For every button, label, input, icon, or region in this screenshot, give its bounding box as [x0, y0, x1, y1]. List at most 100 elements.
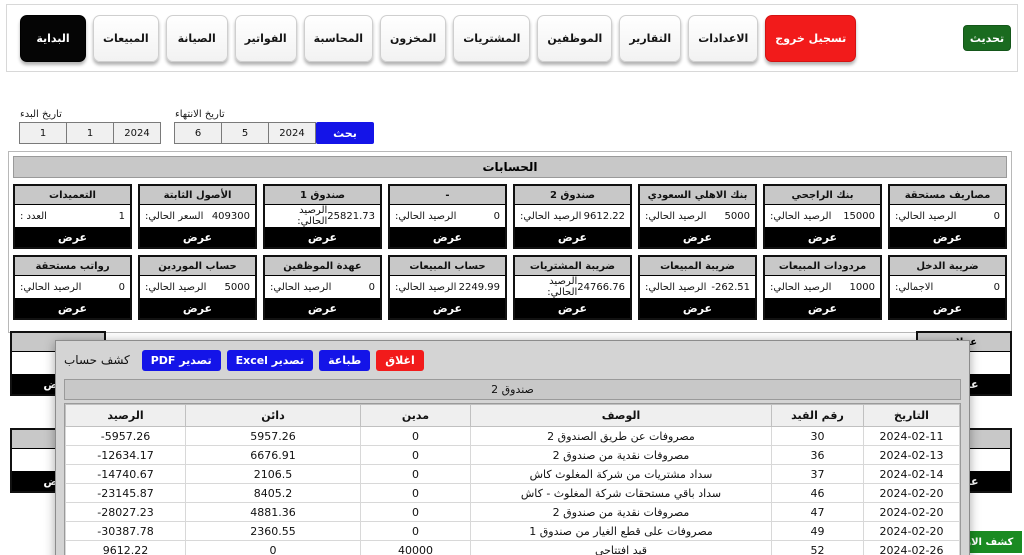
account-card-title: مصاريف مستحقة — [890, 186, 1005, 205]
start-date-fields: 1 1 2024 — [19, 122, 161, 144]
end-day-input[interactable]: 6 — [174, 122, 222, 144]
statement-row[interactable]: 2024-02-13 36 مصروفات نقدية من صندوق 2 0 667… — [65, 445, 960, 465]
start-year-input[interactable]: 2024 — [113, 122, 161, 144]
account-card-title: ضريبة الدخل — [890, 257, 1005, 276]
account-view-button[interactable]: عرض — [265, 298, 380, 318]
statement-cell-debit: 40000 — [360, 540, 471, 555]
account-card-title: صندوق 1 — [265, 186, 380, 205]
statement-column-header: مدين — [360, 404, 471, 427]
account-view-button[interactable]: عرض — [390, 298, 505, 318]
accounts-panel-title: الحسابات — [13, 156, 1007, 178]
nav-button-1[interactable]: المبيعات — [93, 14, 159, 62]
account-view-button[interactable]: عرض — [390, 227, 505, 247]
statement-cell-desc: سداد باقي مستحقات شركة المغلوث - كاش — [470, 483, 772, 503]
account-card-title: بنك الراجحي — [765, 186, 880, 205]
account-view-button[interactable]: عرض — [515, 227, 630, 247]
end-date-group: تاريخ الانتهاء 6 5 2024 — [174, 109, 316, 144]
account-view-button[interactable]: عرض — [265, 227, 380, 247]
statement-row[interactable]: 2024-02-20 47 مصروفات نقدية من صندوق 2 0 488… — [65, 502, 960, 522]
statement-cell-balance: -14740.67 — [65, 464, 186, 484]
statement-row[interactable]: 2024-02-20 46 سداد باقي مستحقات شركة المغل… — [65, 483, 960, 503]
account-card-value: 24766.76 — [577, 281, 625, 293]
account-card-value: 1 — [118, 210, 125, 222]
statement-row[interactable]: 2024-02-20 49 مصروفات على قطع الغيار من صن… — [65, 521, 960, 541]
account-card-value: 9612.22 — [583, 210, 625, 222]
account-view-button[interactable]: عرض — [890, 227, 1005, 247]
account-card-metric-label: الرصيد الحالي: — [20, 281, 82, 293]
nav-button-4[interactable]: المحاسبة — [303, 14, 373, 62]
start-month-input[interactable]: 1 — [66, 122, 114, 144]
modal-header: كشف حساب تصدير PDF تصدير Excel طباعة اغل… — [64, 347, 961, 373]
end-month-input[interactable]: 5 — [221, 122, 269, 144]
statement-cell-balance: -30387.78 — [65, 521, 186, 541]
account-view-button[interactable]: عرض — [765, 227, 880, 247]
search-button[interactable]: بحث — [316, 122, 374, 144]
nav-button-3[interactable]: الفواتير — [234, 14, 297, 62]
account-view-button[interactable]: عرض — [140, 298, 255, 318]
nav-button-group: البداية المبيعات الصيانة الفواتير المحاسبة ال… — [13, 14, 857, 62]
account-card-body: الرصيد الحالي: 2249.99 — [390, 276, 505, 298]
statement-cell-credit: 2106.5 — [185, 464, 361, 484]
nav-button-0[interactable]: البداية — [20, 14, 86, 62]
statement-cell-credit: 0 — [185, 540, 361, 555]
nav-button-9[interactable]: الاعدادات — [688, 14, 759, 62]
statement-cell-ref: 30 — [771, 426, 864, 446]
statement-cell-credit: 4881.36 — [185, 502, 361, 522]
close-button[interactable]: اغلاق — [376, 349, 424, 371]
statement-cell-ref: 37 — [771, 464, 864, 484]
end-date-fields: 6 5 2024 — [174, 122, 316, 144]
nav-button-10[interactable]: تسجيل خروج — [765, 14, 857, 62]
statement-cell-ref: 36 — [771, 445, 864, 465]
statement-row[interactable]: 2024-02-14 37 سداد مشتريات من شركة المغلوث… — [65, 464, 960, 484]
account-card: مردودات المبيعات الرصيد الحالي: 1000 عرض — [763, 255, 882, 320]
account-view-button[interactable]: عرض — [640, 227, 755, 247]
nav-button-8[interactable]: التقارير — [619, 14, 682, 62]
account-card: عهدة الموظفين الرصيد الحالي: 0 عرض — [263, 255, 382, 320]
account-view-button[interactable]: عرض — [890, 298, 1005, 318]
account-card-body: الرصيد الحالي: 0 — [890, 205, 1005, 227]
account-card-value: 5000 — [724, 210, 750, 222]
nav-button-5[interactable]: المخزون — [379, 14, 447, 62]
account-card-metric-label: الرصيد الحالي: — [395, 281, 457, 293]
statement-cell-credit: 2360.55 — [185, 521, 361, 541]
export-pdf-button[interactable]: تصدير PDF — [141, 349, 221, 371]
statement-row[interactable]: 2024-02-26 52 قيد افتتاحي 40000 0 9612.22 — [65, 540, 960, 555]
account-card-body: السعر الحالي: 409300 — [140, 205, 255, 227]
statement-cell-debit: 0 — [360, 426, 471, 446]
account-view-button[interactable]: عرض — [515, 298, 630, 318]
statement-cell-debit: 0 — [360, 502, 471, 522]
nav-button-6[interactable]: المشتريات — [453, 14, 531, 62]
nav-button-2[interactable]: الصيانة — [165, 14, 228, 62]
export-excel-button[interactable]: تصدير Excel — [226, 349, 314, 371]
start-day-input[interactable]: 1 — [19, 122, 67, 144]
statement-table-wrapper[interactable]: التاريخ رقم القيد الوصف مدين دائن الرصيد 2024… — [64, 403, 961, 555]
account-view-button[interactable]: عرض — [15, 298, 130, 318]
statement-table-body: 2024-02-11 30 مصروفات عن طريق الصندوق 2 0 59… — [65, 426, 960, 555]
statement-cell-debit: 0 — [360, 464, 471, 484]
nav-button-7[interactable]: الموظفين — [537, 14, 613, 62]
statement-column-header: الرصيد — [65, 404, 186, 427]
statement-cell-date: 2024-02-20 — [863, 521, 960, 541]
start-date-label: تاريخ البدء — [20, 109, 62, 120]
statement-column-header: الوصف — [470, 404, 772, 427]
accounts-row-2: رواتب مستحقة الرصيد الحالي: 0 عرض حساب المور… — [13, 255, 1007, 320]
end-year-input[interactable]: 2024 — [268, 122, 316, 144]
statement-cell-desc: سداد مشتريات من شركة المغلوث كاش — [470, 464, 772, 484]
account-card-body: الرصيد الحالي: 5000 — [140, 276, 255, 298]
account-card-value: 0 — [993, 281, 1000, 293]
account-card-title: رواتب مستحقة — [15, 257, 130, 276]
statement-row[interactable]: 2024-02-11 30 مصروفات عن طريق الصندوق 2 0 59… — [65, 426, 960, 446]
print-button[interactable]: طباعة — [319, 349, 371, 371]
end-date-label: تاريخ الانتهاء — [175, 109, 225, 120]
account-card: بنك الراجحي الرصيد الحالي: 15000 عرض — [763, 184, 882, 249]
account-card-metric-label: الرصيد الحالي: — [645, 281, 707, 293]
account-view-button[interactable]: عرض — [140, 227, 255, 247]
account-view-button[interactable]: عرض — [765, 298, 880, 318]
account-view-button[interactable]: عرض — [640, 298, 755, 318]
refresh-button[interactable]: تحديث — [963, 25, 1011, 51]
account-view-button[interactable]: عرض — [15, 227, 130, 247]
statement-cell-balance: 9612.22 — [65, 540, 186, 555]
account-card-metric-label: الرصيد الحالي: — [297, 205, 328, 227]
account-card-value: 0 — [493, 210, 500, 222]
